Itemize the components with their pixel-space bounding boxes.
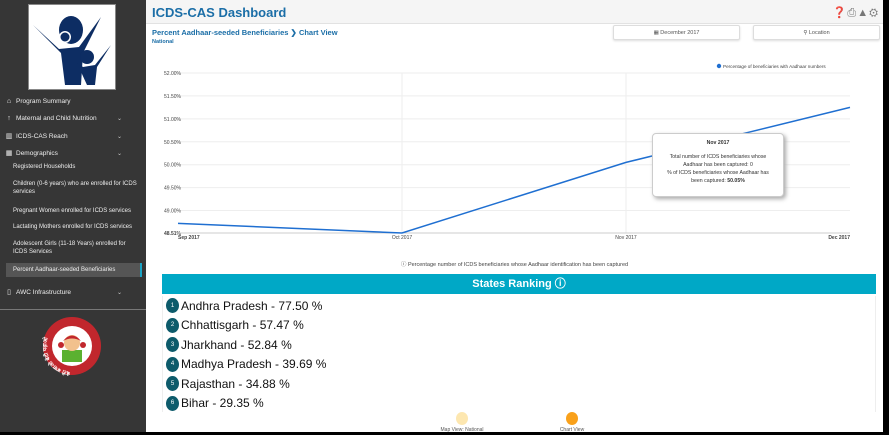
ranking-text: Andhra Pradesh - 77.50 %: [181, 298, 323, 313]
breadcrumb: Percent Aadhaar-seeded Beneficiaries ❯ C…: [152, 28, 338, 37]
sidebar-item-icds-cas-reach[interactable]: ▥ ICDS-CAS Reach ⌄: [0, 132, 146, 141]
ranking-row: 6 Bihar - 29.35 %: [163, 394, 875, 413]
beti-bachao-logo: बेटी बचाओ बेटी पढ़ाओ: [42, 317, 101, 376]
y-tick-label: 49.50%: [164, 186, 182, 192]
ranking-text: Rajasthan - 34.88 %: [181, 376, 290, 391]
main-content: ICDS-CAS Dashboard ❓⎙▲⚙ Percent Aadhaar-…: [146, 0, 883, 433]
map-view-dot: [456, 412, 468, 425]
legend-label: Percentage of beneficiaries with Aadhaar…: [723, 64, 826, 69]
sidebar-subitem-children[interactable]: Children (0-6 years) who are enrolled fo…: [13, 181, 137, 195]
x-tick-label: Dec 2017: [828, 235, 850, 241]
ranking-text: Bihar - 29.35 %: [181, 396, 264, 411]
building-icon: ▯: [7, 289, 11, 296]
rank-badge: 3: [166, 337, 179, 353]
date-filter-button[interactable]: ▦ December 2017: [613, 25, 740, 40]
chart-view-dot: [566, 412, 578, 425]
ranking-row: 4 Madhya Pradesh - 39.69 %: [163, 355, 875, 375]
sidebar-item-awc-infrastructure[interactable]: ▯ AWC Infrastructure ⌄: [0, 288, 146, 297]
info-icon: ⓘ: [400, 262, 408, 268]
top-bar: ICDS-CAS Dashboard ❓⎙▲⚙: [146, 0, 883, 24]
person-icon: ↑: [7, 115, 11, 122]
help-icon[interactable]: ❓: [832, 7, 848, 19]
print-icon[interactable]: ⎙: [847, 7, 858, 19]
y-tick-label: 51.50%: [164, 94, 182, 100]
rank-badge: 5: [166, 376, 179, 392]
map-marker-icon: ⚲: [803, 29, 809, 36]
page-title: ICDS-CAS Dashboard: [152, 5, 287, 20]
rank-badge: 1: [166, 298, 179, 314]
y-tick-label: 51.00%: [164, 117, 182, 123]
chevron-down-icon: ⌄: [117, 133, 123, 140]
chevron-down-icon: ⌄: [117, 289, 123, 296]
rank-badge: 6: [166, 395, 179, 411]
y-tick-label: 49.00%: [164, 209, 182, 215]
line-chart: 48.51% 49.00% 49.50% 50.00% 50.50% 51.00% 51.5…: [164, 63, 850, 241]
ranking-text: Madhya Pradesh - 39.69 %: [181, 357, 327, 372]
breadcrumb-view: Chart View: [298, 28, 338, 37]
map-view-toggle[interactable]: Map View: National: [427, 412, 497, 433]
location-label: National: [152, 39, 174, 45]
sidebar-subitem-lactating-mothers[interactable]: Lactating Mothers enrolled for ICDS serv…: [13, 224, 133, 230]
y-tick-label: 50.50%: [164, 140, 182, 146]
states-ranking-header: States Ranking ⓘ: [162, 274, 876, 294]
states-ranking-list[interactable]: 1 Andhra Pradesh - 77.50 % 2 Chhattisgarh -…: [162, 296, 876, 412]
ranking-text: Jharkhand - 52.84 %: [181, 337, 292, 352]
bar-chart-icon: ▥: [5, 133, 13, 140]
home-icon: ⌂: [6, 98, 12, 105]
y-tick-label: 52.00%: [164, 71, 182, 77]
chevron-down-icon: ⌄: [117, 150, 123, 157]
warning-icon[interactable]: ▲: [857, 7, 870, 19]
rank-badge: 4: [166, 356, 179, 372]
x-tick-label: Nov 2017: [615, 235, 637, 241]
ranking-row: 5 Rajasthan - 34.88 %: [163, 374, 875, 394]
chart-tooltip: Nov 2017 Total number of ICDS beneficiar…: [652, 133, 784, 197]
chevron-right-icon: ❯: [290, 28, 297, 37]
chevron-down-icon: ⌄: [117, 116, 123, 122]
calendar-icon: ▦: [5, 150, 13, 157]
legend-marker: [716, 63, 722, 69]
calendar-icon: ▦: [653, 29, 661, 36]
ranking-row: 2 Chhattisgarh - 57.47 %: [163, 316, 875, 336]
rank-badge: 2: [166, 317, 179, 333]
gear-icon[interactable]: ⚙: [869, 7, 879, 19]
y-tick-label: 48.51%: [164, 231, 182, 237]
ranking-row: 3 Jharkhand - 52.84 %: [163, 335, 875, 355]
x-tick-label: Sep 2017: [178, 235, 200, 241]
y-tick-label: 50.00%: [164, 163, 182, 169]
sidebar-subitem-aadhaar-seeded[interactable]: Percent Aadhaar-seeded Beneficiaries: [6, 263, 142, 277]
sidebar-subitem-pregnant-women[interactable]: Pregnant Women enrolled for ICDS service…: [13, 208, 131, 214]
x-tick-label: Oct 2017: [392, 235, 413, 241]
sidebar-subitem-registered-households[interactable]: Registered Households: [13, 164, 76, 170]
sidebar-subitem-adolescent-girls[interactable]: Adolescent Girls (11-18 Years) enrolled …: [13, 241, 126, 255]
divider: [0, 309, 146, 310]
ranking-row: 1 Andhra Pradesh - 77.50 %: [163, 296, 875, 316]
icds-logo: [28, 4, 116, 90]
chart-caption: ⓘ Percentage number of ICDS beneficiarie…: [400, 262, 629, 268]
sidebar: ⌂ Program Summary ↑ Maternal and Child Nut…: [0, 0, 146, 432]
info-icon[interactable]: ⓘ: [554, 278, 566, 290]
sidebar-item-maternal-child-nutrition[interactable]: ↑ Maternal and Child Nutrition ⌄: [0, 115, 146, 122]
breadcrumb-page[interactable]: Percent Aadhaar-seeded Beneficiaries: [152, 28, 289, 37]
chart-view-toggle[interactable]: Chart View: [537, 412, 607, 433]
sidebar-item-demographics[interactable]: ▦ Demographics ⌄: [0, 149, 146, 158]
ranking-text: Chhattisgarh - 57.47 %: [181, 318, 304, 333]
sidebar-item-program-summary[interactable]: ⌂ Program Summary: [0, 98, 146, 105]
location-filter-button[interactable]: ⚲ Location: [753, 25, 880, 40]
